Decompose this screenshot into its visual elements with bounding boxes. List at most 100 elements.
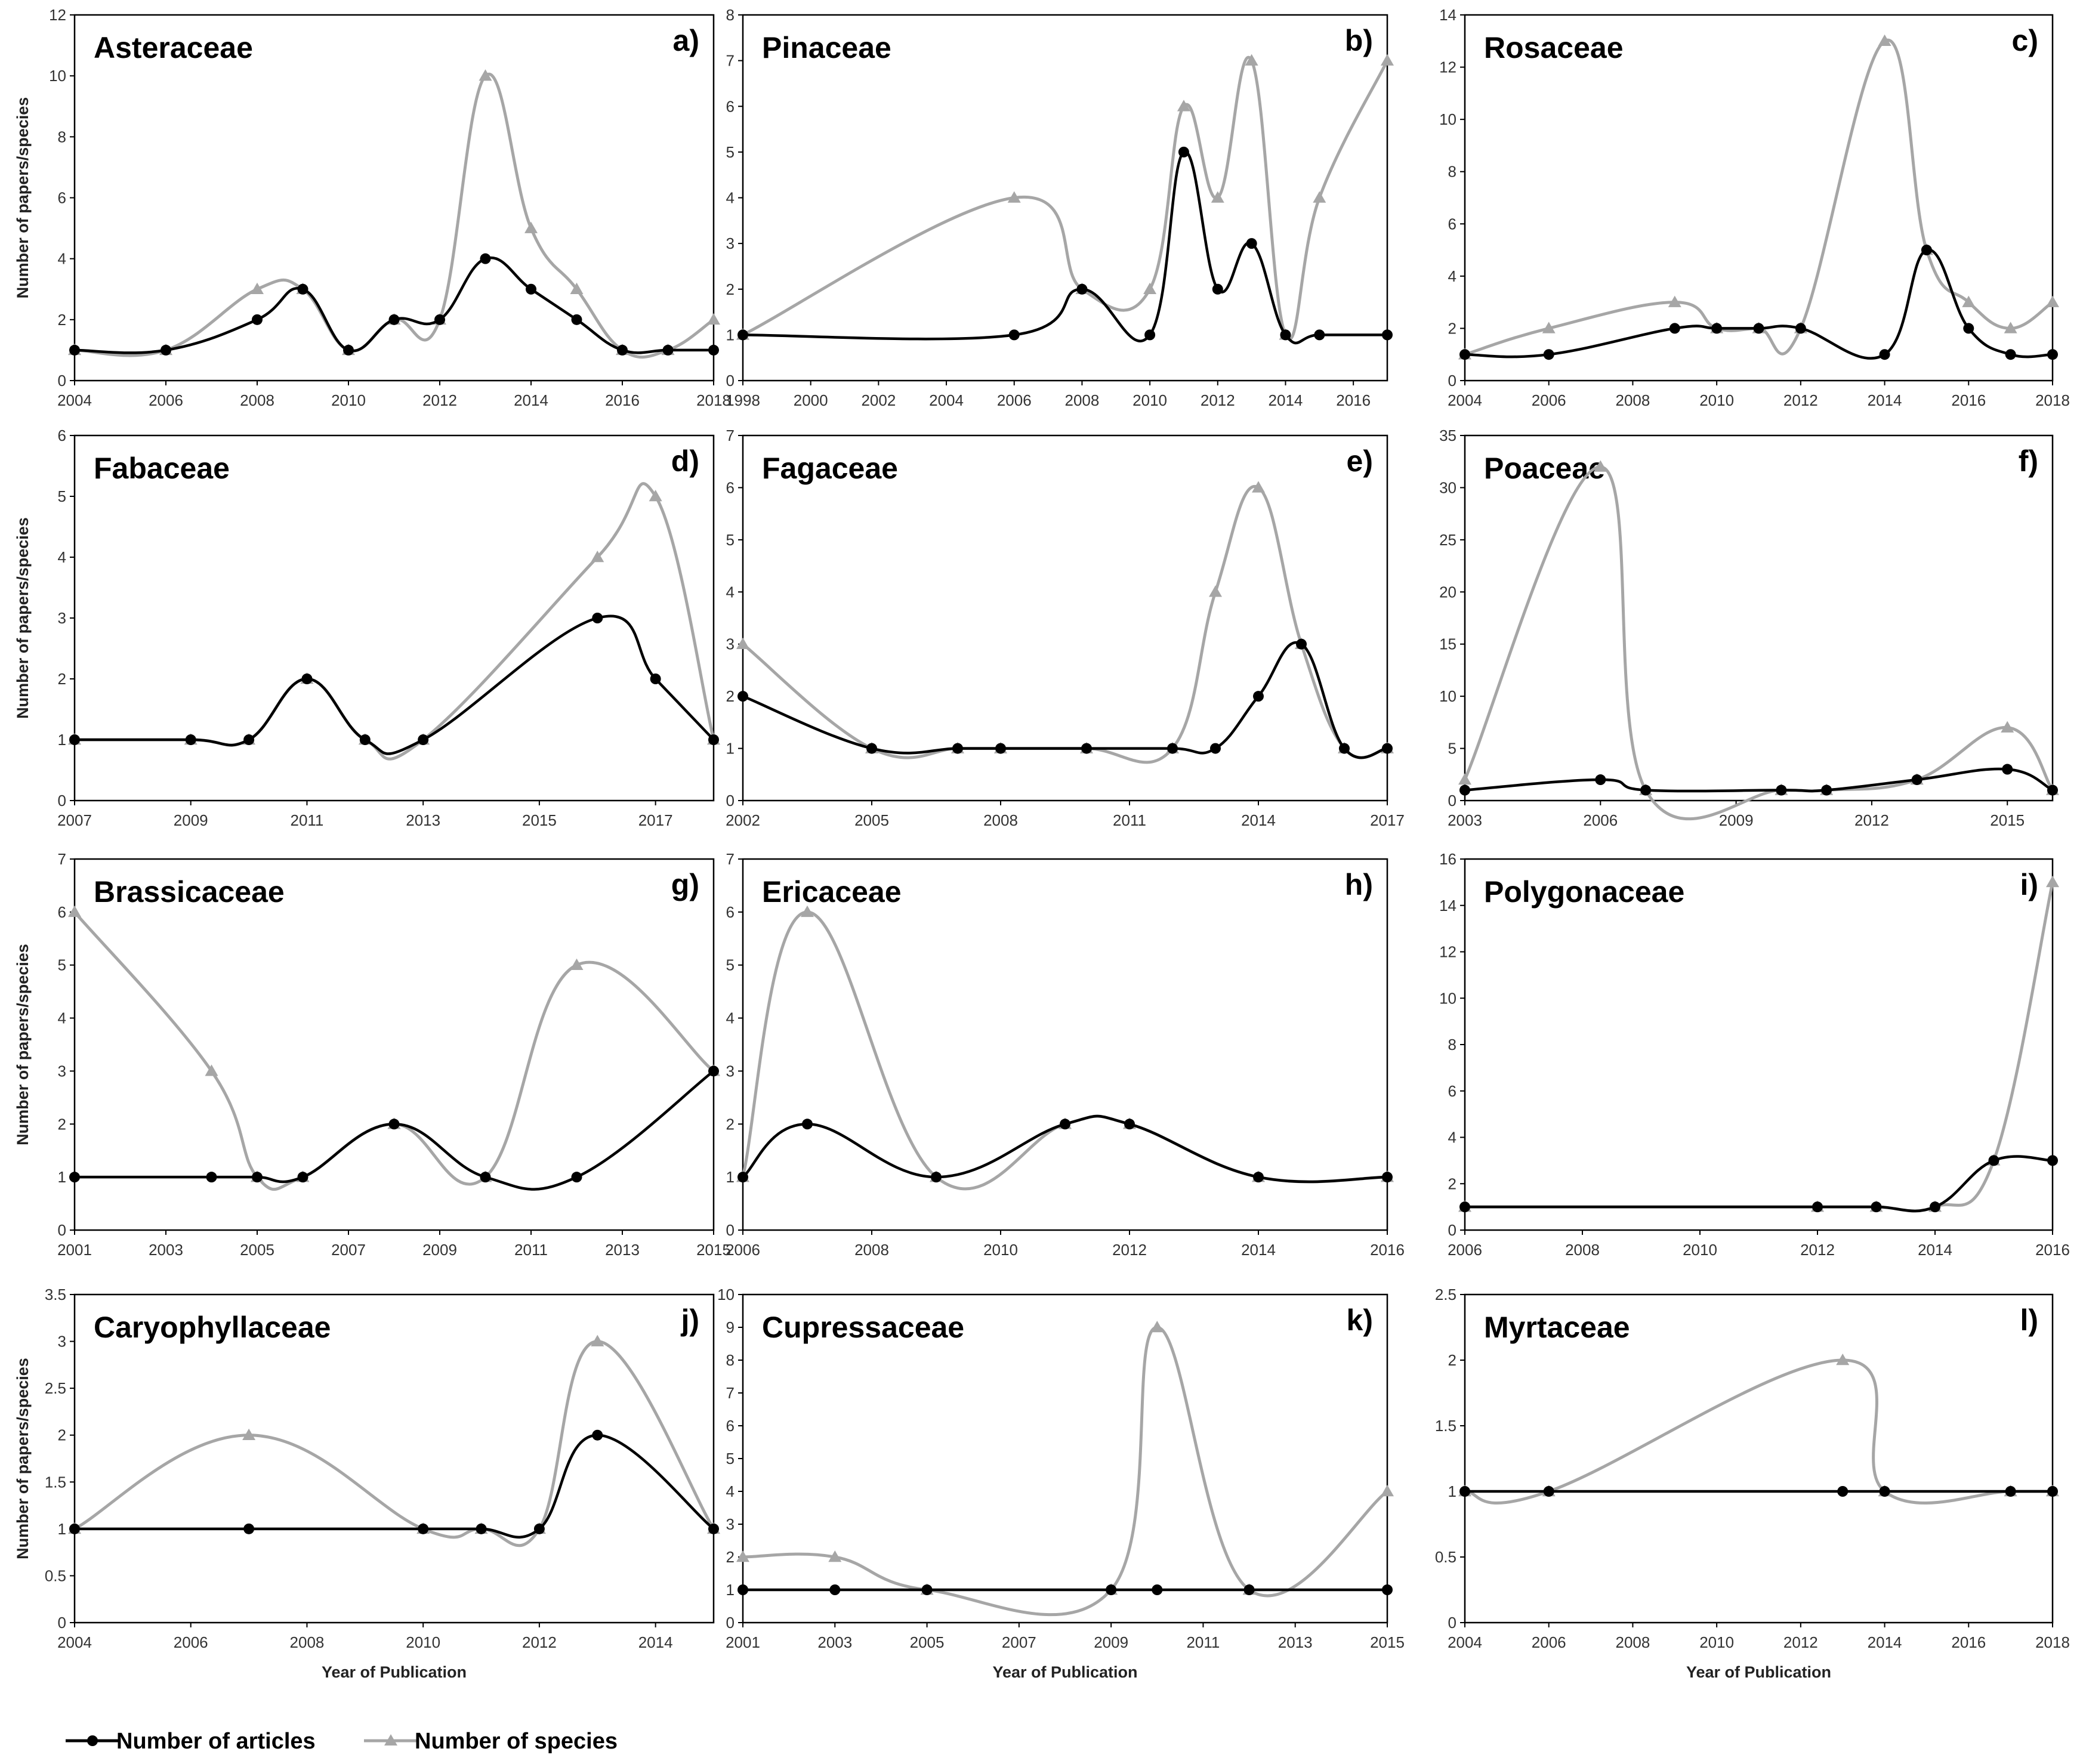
x-tick-label: 2017: [1370, 811, 1405, 829]
panel-letter: l): [2020, 1303, 2038, 1337]
articles-point: [252, 314, 263, 325]
articles-point: [476, 1523, 487, 1534]
species-point: [251, 282, 264, 294]
articles-point: [708, 344, 719, 356]
y-tick-label: 3: [726, 1062, 735, 1080]
species-point: [591, 551, 604, 563]
x-tick-label: 2002: [726, 811, 760, 829]
y-tick-label: 2: [58, 311, 66, 329]
articles-point: [650, 674, 661, 684]
articles-point: [297, 1172, 308, 1183]
y-tick-label: 1: [58, 1168, 66, 1186]
articles-point: [921, 1584, 933, 1595]
y-tick-label: 6: [58, 903, 66, 921]
articles-point: [592, 1429, 603, 1441]
y-tick-label: 25: [1439, 531, 1456, 549]
x-tick-label: 2008: [240, 391, 274, 409]
articles-point: [1837, 1486, 1849, 1497]
panel-title: Fagaceae: [762, 452, 898, 485]
y-tick-label: 0.5: [45, 1567, 66, 1584]
x-tick-label: 2015: [1990, 811, 2025, 829]
y-tick-label: 3: [726, 635, 735, 653]
species-point: [1313, 191, 1326, 203]
articles-point: [1076, 283, 1088, 295]
species-point: [1594, 460, 1607, 472]
y-tick-label: 4: [1448, 1129, 1456, 1147]
x-tick-label: 2014: [1241, 811, 1276, 829]
species-point: [1542, 322, 1556, 333]
panel-j: 2004 2006 2008 2010 2012 2014 0 0.5 1 1.5 2 2.5 3 3.5…: [14, 1286, 720, 1681]
articles-point: [1382, 743, 1393, 754]
articles-point: [2002, 764, 2013, 775]
y-tick-label: 10: [717, 1286, 735, 1303]
y-tick-label: 16: [1439, 850, 1456, 868]
species-point: [1252, 481, 1265, 493]
panel-title: Cupressaceae: [762, 1311, 964, 1344]
x-tick-label: 2008: [290, 1633, 325, 1651]
y-tick-label: 2: [58, 670, 66, 688]
y-tick-label: 10: [49, 67, 66, 85]
panel-a: 2004 2006 2008 2010 2012 2014 2016 2018 0 2 4 6 8 10 1…: [14, 6, 731, 409]
plot-frame: [742, 434, 1388, 802]
articles-line: [742, 641, 1388, 759]
y-tick-label: 0: [1448, 1614, 1456, 1632]
species-line: [742, 485, 1388, 764]
x-tick-label: 2018: [696, 391, 731, 409]
x-tick-label: 2016: [1951, 391, 1986, 409]
plot-frame: [73, 1293, 715, 1624]
articles-point: [1382, 1172, 1393, 1183]
x-tick-label: 2009: [174, 811, 208, 829]
x-tick-label: 2003: [149, 1241, 183, 1259]
species-line: [1463, 465, 2054, 821]
species-point: [205, 1064, 218, 1076]
articles-point: [359, 734, 371, 745]
articles-point: [1879, 349, 1890, 360]
panel-letter: a): [673, 24, 699, 57]
y-tick-label: 1.5: [45, 1473, 66, 1491]
y-tick-label: 6: [726, 97, 735, 115]
y-tick-label: 15: [1439, 635, 1456, 653]
x-tick-label: 1998: [726, 391, 760, 409]
species-point: [1209, 585, 1222, 597]
y-tick-label: 6: [726, 1417, 735, 1435]
y-tick-label: 10: [1439, 989, 1456, 1007]
species-point: [1143, 282, 1157, 294]
x-tick-label: 2008: [1616, 1633, 1650, 1651]
y-tick-label: 6: [1448, 215, 1456, 233]
articles-point: [297, 283, 308, 295]
articles-line: [74, 1434, 715, 1539]
articles-point: [1776, 784, 1787, 796]
y-tick-label: 6: [1448, 1082, 1456, 1100]
y-tick-label: 4: [58, 548, 66, 566]
x-tick-label: 2010: [331, 391, 366, 409]
panel-i: 2006 2008 2010 2012 2014 2016 0 2 4 6 8 10 12 14 16 Pol…: [1439, 850, 2070, 1259]
x-tick-label: 2014: [638, 1633, 673, 1651]
articles-point: [243, 1523, 255, 1534]
plot-frame: [1464, 434, 2054, 802]
y-tick-label: 6: [58, 189, 66, 207]
y-tick-label: 8: [726, 1351, 735, 1369]
articles-point: [252, 1172, 263, 1183]
y-tick-label: 7: [726, 52, 735, 70]
plot-frame: [1464, 1293, 2054, 1624]
x-tick-label: 2003: [1448, 811, 1482, 829]
x-tick-label: 2005: [240, 1241, 274, 1259]
y-tick-label: 3.5: [45, 1286, 66, 1303]
species-line: [1465, 882, 2054, 1213]
x-tick-label: 2006: [1583, 811, 1618, 829]
x-tick-label: 2006: [1532, 391, 1566, 409]
x-tick-label: 2016: [605, 391, 640, 409]
x-tick-label: 2016: [1336, 391, 1371, 409]
panel-letter: h): [1345, 868, 1373, 901]
y-tick-label: 5: [1448, 740, 1456, 758]
legend-species-marker: [384, 1734, 397, 1746]
y-tick-label: 2: [726, 1115, 735, 1133]
articles-point: [617, 344, 628, 356]
y-tick-label: 1: [58, 1520, 66, 1538]
y-tick-label: 5: [726, 956, 735, 974]
y-tick-label: 0: [726, 1614, 735, 1632]
panel-title: Polygonaceae: [1484, 875, 1684, 909]
x-tick-label: 2006: [726, 1241, 760, 1259]
x-tick-label: 2005: [910, 1633, 945, 1651]
articles-point: [829, 1584, 841, 1595]
